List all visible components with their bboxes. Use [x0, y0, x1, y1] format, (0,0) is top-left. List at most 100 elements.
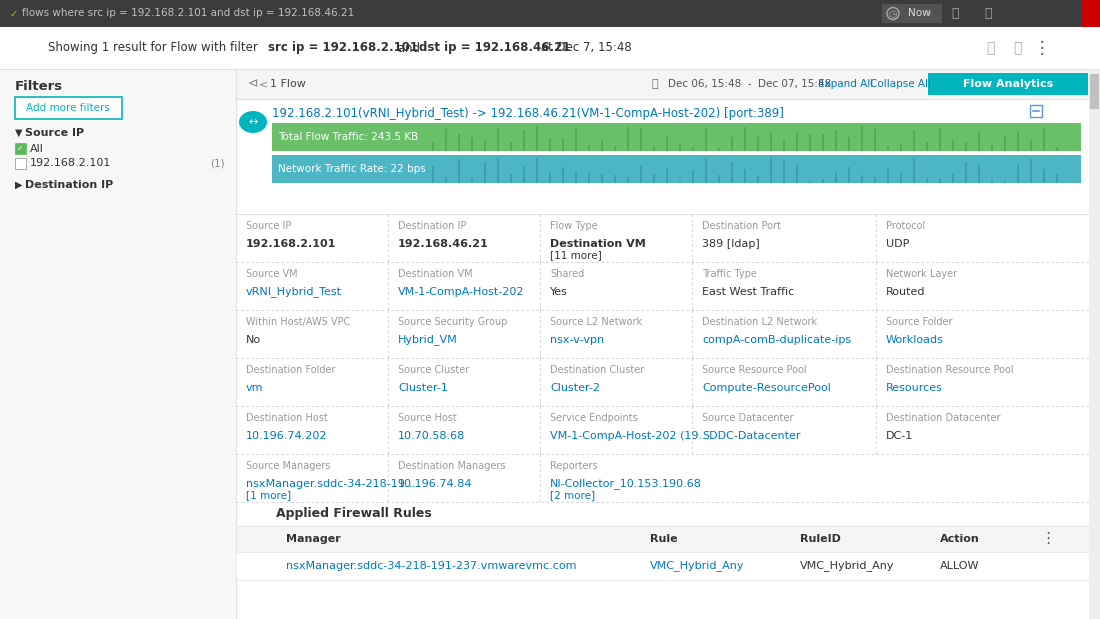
Bar [732, 162, 733, 183]
Bar [653, 147, 654, 151]
Text: Network Layer: Network Layer [886, 269, 957, 279]
Text: 10.196.74.84: 10.196.74.84 [398, 479, 473, 489]
Text: UDP: UDP [886, 239, 910, 249]
Bar [627, 177, 629, 183]
Text: Cluster-1: Cluster-1 [398, 383, 448, 393]
Text: Showing 1 result for Flow with filter: Showing 1 result for Flow with filter [48, 41, 262, 54]
Text: ↔: ↔ [249, 117, 257, 127]
Text: Now: Now [908, 9, 931, 19]
Bar [446, 129, 447, 151]
Bar [1056, 174, 1058, 183]
Bar [874, 177, 876, 183]
Text: ⊲: ⊲ [248, 77, 258, 90]
Text: 🔔: 🔔 [986, 41, 994, 55]
Bar [666, 137, 668, 151]
Text: Collapse All: Collapse All [870, 79, 931, 89]
Bar [497, 158, 499, 183]
Bar [236, 552, 1100, 580]
Bar [861, 175, 864, 183]
Text: 192.168.2.101: 192.168.2.101 [246, 239, 337, 249]
Text: [11 more]: [11 more] [550, 250, 602, 260]
Bar [991, 145, 993, 151]
Bar [952, 173, 954, 183]
Bar [835, 130, 837, 151]
Text: VMC_Hybrid_Any: VMC_Hybrid_Any [650, 561, 745, 571]
Bar [236, 526, 1100, 552]
Text: Source L2 Network: Source L2 Network [550, 317, 642, 327]
Text: Destination Host: Destination Host [246, 413, 328, 423]
Bar [588, 145, 590, 151]
Text: Source Security Group: Source Security Group [398, 317, 507, 327]
Text: Destination L2 Network: Destination L2 Network [702, 317, 817, 327]
Bar [471, 138, 473, 151]
Bar [601, 174, 603, 183]
Bar [796, 133, 798, 151]
Text: Source Resource Pool: Source Resource Pool [702, 365, 806, 375]
Bar [614, 146, 616, 151]
Text: 🔍: 🔍 [952, 7, 959, 20]
Text: ▶: ▶ [15, 180, 22, 190]
Text: Manager: Manager [286, 534, 341, 544]
Ellipse shape [239, 111, 267, 133]
Bar [770, 158, 772, 183]
Text: dst ip = 192.168.46.21: dst ip = 192.168.46.21 [419, 41, 571, 54]
Text: Reporters: Reporters [550, 461, 597, 471]
Bar [510, 142, 512, 151]
Bar [236, 502, 1100, 526]
Bar [887, 146, 889, 151]
Bar [458, 134, 460, 151]
Text: vRNI_Hybrid_Test: vRNI_Hybrid_Test [246, 287, 342, 298]
Bar [913, 130, 915, 151]
Bar [1018, 131, 1019, 151]
Text: Hybrid_VM: Hybrid_VM [398, 334, 458, 345]
Bar [562, 167, 564, 183]
Text: Total Flow Traffic: 243.5 KB: Total Flow Traffic: 243.5 KB [278, 132, 418, 142]
Text: 192.168.2.101: 192.168.2.101 [30, 158, 111, 168]
Text: SDDC-Datacenter: SDDC-Datacenter [702, 431, 801, 441]
Text: Source Datacenter: Source Datacenter [702, 413, 793, 423]
Text: ▼: ▼ [15, 128, 22, 138]
Text: Protocol: Protocol [886, 221, 925, 231]
Bar [1090, 74, 1099, 109]
Text: Destination Port: Destination Port [702, 221, 781, 231]
Text: Service Endpoints: Service Endpoints [550, 413, 638, 423]
Bar [978, 165, 980, 183]
Bar [575, 171, 578, 183]
Bar [627, 127, 629, 151]
Bar [15, 143, 26, 154]
Bar [822, 179, 824, 183]
Bar [900, 144, 902, 151]
Bar [692, 147, 694, 151]
Text: NI-Collector_10.153.190.68: NI-Collector_10.153.190.68 [550, 478, 702, 490]
Bar [15, 97, 122, 119]
Bar [236, 526, 1100, 552]
Text: ALLOW: ALLOW [940, 561, 979, 571]
Text: Destination Resource Pool: Destination Resource Pool [886, 365, 1013, 375]
Bar [1004, 135, 1007, 151]
Text: <: < [258, 79, 268, 89]
Bar [965, 142, 967, 151]
Bar [588, 173, 590, 183]
Text: ⋮: ⋮ [1040, 532, 1055, 547]
Text: Within Host/AWS VPC: Within Host/AWS VPC [246, 317, 350, 327]
Bar [522, 130, 525, 151]
Bar [679, 143, 681, 151]
Bar [926, 178, 928, 183]
Bar [1089, 69, 1100, 619]
Bar [15, 158, 26, 169]
Text: Source Host: Source Host [398, 413, 456, 423]
Text: Source IP: Source IP [246, 221, 292, 231]
Text: Traffic Type: Traffic Type [702, 269, 757, 279]
Text: Flow Analytics: Flow Analytics [962, 79, 1053, 89]
Text: nsxManager.sddc-34-218-19...: nsxManager.sddc-34-218-19... [246, 479, 416, 489]
Bar [510, 174, 512, 183]
Bar [744, 127, 746, 151]
Bar [757, 137, 759, 151]
Bar [446, 177, 447, 183]
Bar [679, 181, 681, 183]
Bar [718, 175, 721, 183]
Bar [0, 27, 1100, 69]
Bar [236, 69, 1100, 619]
Text: Compute-ResourcePool: Compute-ResourcePool [702, 383, 830, 393]
Text: Source IP: Source IP [25, 128, 84, 138]
